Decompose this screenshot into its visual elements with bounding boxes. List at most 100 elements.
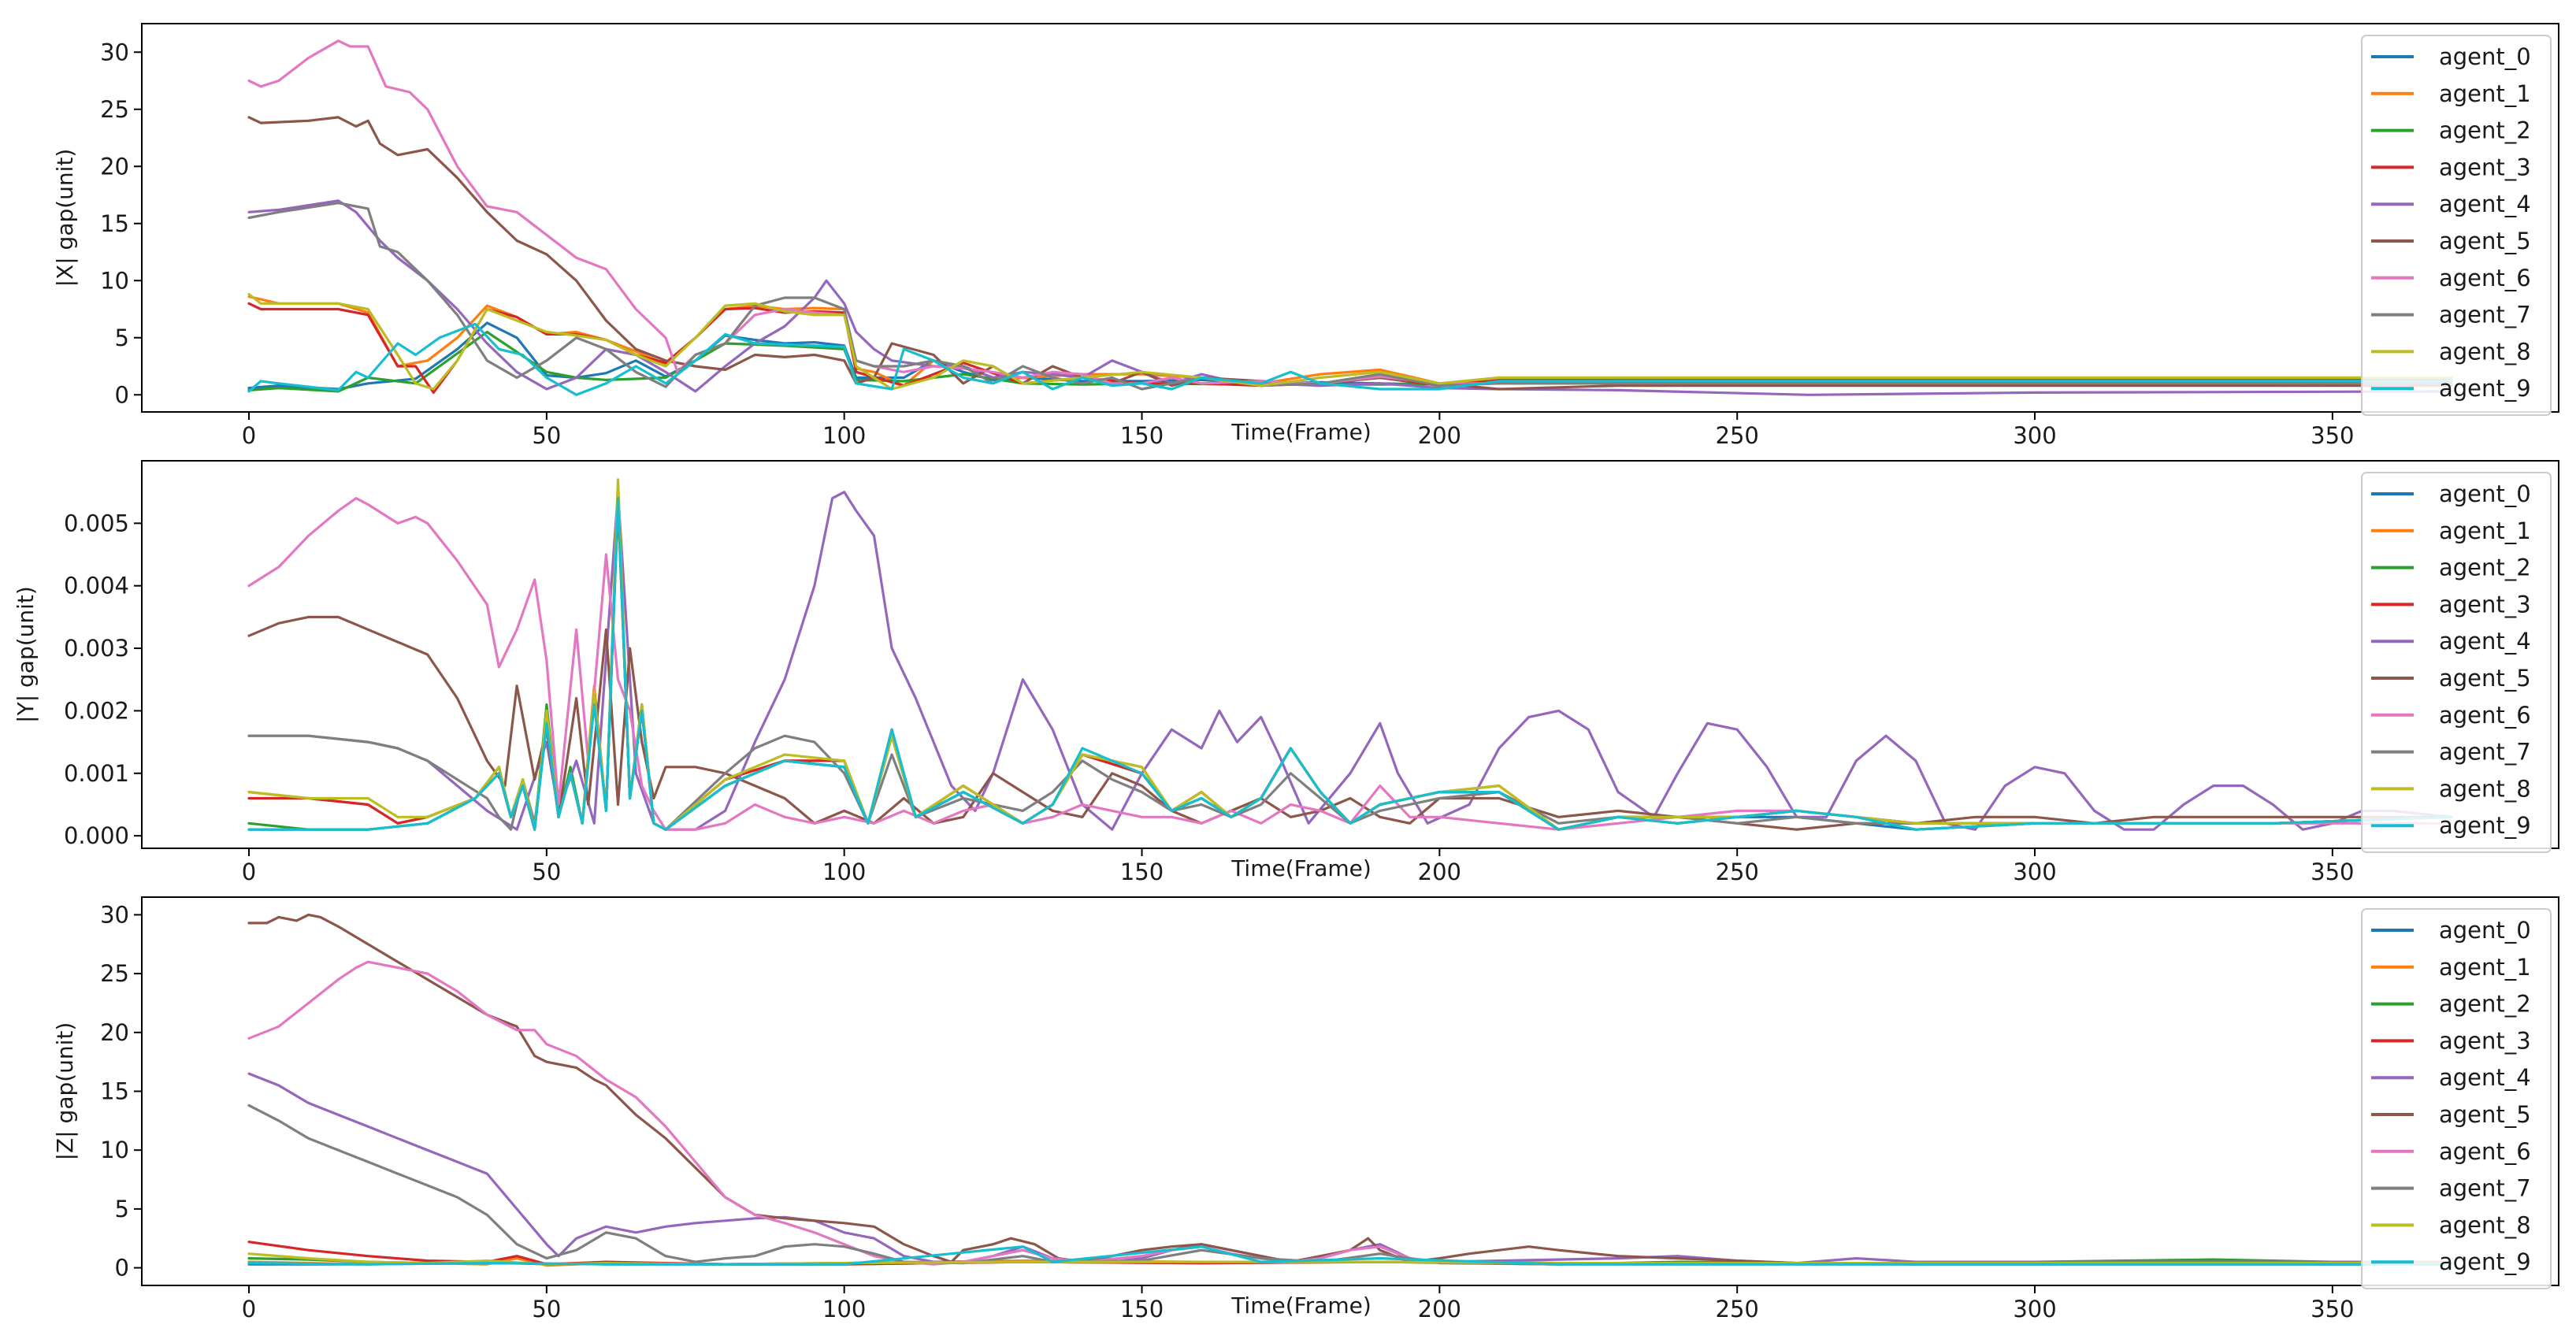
legend-label-agent_1: agent_1: [2439, 517, 2531, 544]
y-tick-label: 20: [100, 1019, 129, 1046]
legend-label-agent_6: agent_6: [2439, 1138, 2531, 1165]
x-axis-label: Time(Frame): [1230, 419, 1372, 445]
y-axis-label: |X| gap(unit): [52, 149, 78, 287]
x-tick-label: 200: [1418, 1296, 1461, 1322]
legend-label-agent_4: agent_4: [2439, 191, 2531, 217]
series-line-agent_7: [247, 1103, 2453, 1266]
series-line-agent_4: [247, 491, 2453, 831]
series-line-agent_5: [247, 116, 2453, 391]
series-line-agent_9: [247, 322, 2453, 396]
series-line-agent_7: [247, 202, 2453, 391]
legend-label-agent_7: agent_7: [2439, 739, 2531, 766]
legend: agent_0 agent_1 agent_2 agent_3 agent_4agent…: [2361, 472, 2552, 853]
y-tick-label: 0.002: [64, 697, 129, 724]
legend-label-agent_0: agent_0: [2439, 480, 2531, 507]
legend-label-agent_8: agent_8: [2439, 775, 2531, 802]
legend-label-agent_9: agent_9: [2439, 812, 2531, 839]
legend-label-agent_3: agent_3: [2439, 154, 2531, 180]
x-tick-label: 350: [2311, 859, 2354, 885]
axes-frame: [141, 460, 2559, 849]
y-tick-label: 20: [100, 153, 129, 180]
x-tick-label: 0: [242, 422, 256, 449]
y-tick-label: 5: [115, 1196, 129, 1222]
legend-label-agent_6: agent_6: [2439, 702, 2531, 729]
legend-label-agent_0: agent_0: [2439, 43, 2531, 70]
x-tick-label: 350: [2311, 422, 2354, 449]
x-tick-label: 200: [1418, 859, 1461, 885]
legend-label-agent_8: agent_8: [2439, 338, 2531, 365]
series-line-agent_5: [247, 913, 2453, 1266]
y-tick-label: 0.000: [64, 822, 129, 849]
axes-frame: [141, 23, 2559, 413]
x-tick-label: 350: [2311, 1296, 2354, 1322]
legend: agent_0 agent_1 agent_2 agent_3 agent_4agent…: [2361, 35, 2552, 416]
subplot-1: 0 50 100 150 200 250 300 350 0 5 10 15 20 25 30 Time(Fr…: [52, 23, 2559, 449]
y-tick-label: 15: [100, 1078, 129, 1105]
series-line-agent_9: [247, 1245, 2453, 1266]
legend-label-agent_2: agent_2: [2439, 117, 2531, 144]
y-tick-label: 25: [100, 96, 129, 123]
legend-label-agent_9: agent_9: [2439, 375, 2531, 402]
series-lines: [247, 39, 2453, 396]
x-tick-label: 300: [2013, 422, 2056, 449]
y-tick-label: 10: [100, 1137, 129, 1163]
series-line-agent_4: [247, 199, 2453, 396]
x-tick-label: 300: [2013, 1296, 2056, 1322]
legend-label-agent_2: agent_2: [2439, 555, 2531, 581]
x-tick-label: 50: [532, 422, 561, 449]
legend-label-agent_2: agent_2: [2439, 991, 2531, 1018]
y-tick-label: 0: [115, 381, 129, 408]
x-tick-label: 50: [532, 1296, 561, 1322]
x-tick-label: 200: [1418, 422, 1461, 449]
series-lines: [247, 913, 2453, 1267]
y-tick-label: 0.004: [64, 573, 129, 599]
x-axis-label: Time(Frame): [1230, 855, 1372, 881]
x-tick-label: 100: [822, 859, 866, 885]
y-axis-label: |Z| gap(unit): [52, 1022, 78, 1161]
x-tick-label: 150: [1120, 422, 1164, 449]
legend-label-agent_7: agent_7: [2439, 302, 2531, 328]
x-tick-label: 300: [2013, 859, 2056, 885]
x-tick-label: 150: [1120, 859, 1164, 885]
x-tick-label: 250: [1716, 859, 1759, 885]
y-tick-label: 30: [100, 901, 129, 928]
legend-label-agent_4: agent_4: [2439, 1064, 2531, 1091]
y-tick-label: 10: [100, 267, 129, 294]
axes-frame: [141, 896, 2559, 1286]
x-tick-label: 0: [242, 859, 256, 885]
legend-label-agent_7: agent_7: [2439, 1175, 2531, 1202]
legend-label-agent_4: agent_4: [2439, 628, 2531, 655]
y-tick-label: 0.001: [64, 760, 129, 787]
subplot-3: 0 50 100 150 200 250 300 350 0 5 10 15 20 25 30 Time(Fr…: [52, 896, 2559, 1322]
y-tick-label: 30: [100, 39, 129, 65]
subplot-2: 0 50 100 150 200 250 300 350 0.000 0.001 0.002 0.00…: [13, 460, 2559, 885]
series-line-agent_9: [247, 497, 2453, 831]
y-tick-label: 0.005: [64, 510, 129, 536]
legend-label-agent_3: agent_3: [2439, 591, 2531, 618]
series-line-agent_6: [247, 497, 2453, 831]
legend-label-agent_0: agent_0: [2439, 917, 2531, 944]
legend-label-agent_5: agent_5: [2439, 1101, 2531, 1128]
legend: agent_0 agent_1 agent_2 agent_3 agent_4agent…: [2361, 908, 2552, 1289]
legend-label-agent_1: agent_1: [2439, 954, 2531, 981]
x-tick-label: 50: [532, 859, 561, 885]
legend-label-agent_3: agent_3: [2439, 1027, 2531, 1054]
x-axis-label: Time(Frame): [1230, 1293, 1372, 1319]
x-tick-label: 100: [822, 1296, 866, 1322]
series-line-agent_4: [247, 1072, 2453, 1265]
y-tick-label: 0: [115, 1255, 129, 1282]
legend-label-agent_6: agent_6: [2439, 265, 2531, 291]
legend-label-agent_9: agent_9: [2439, 1248, 2531, 1275]
series-lines: [247, 478, 2453, 831]
x-tick-label: 250: [1716, 1296, 1759, 1322]
x-tick-label: 0: [242, 1296, 256, 1322]
y-tick-label: 25: [100, 960, 129, 987]
legend-label-agent_8: agent_8: [2439, 1211, 2531, 1238]
legend-label-agent_5: agent_5: [2439, 665, 2531, 692]
series-line-agent_6: [247, 960, 2453, 1266]
y-axis-label: |Y| gap(unit): [13, 586, 39, 723]
y-tick-label: 5: [115, 325, 129, 351]
legend-label-agent_5: agent_5: [2439, 228, 2531, 254]
legend-label-agent_1: agent_1: [2439, 80, 2531, 107]
series-line-agent_1: [247, 295, 2453, 388]
